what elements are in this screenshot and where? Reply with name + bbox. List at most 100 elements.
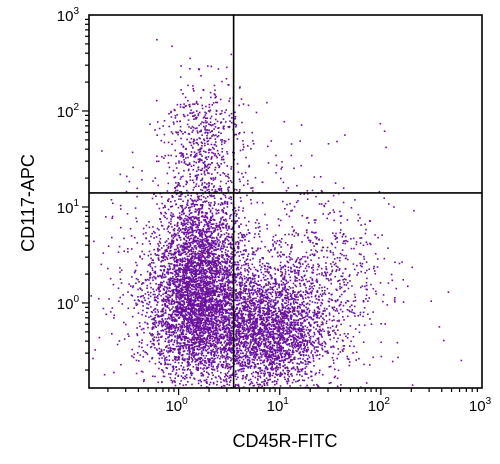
data-point [284, 271, 287, 273]
data-point [206, 371, 208, 373]
data-point [208, 300, 211, 302]
data-point [215, 291, 218, 293]
data-point [228, 319, 230, 322]
data-point [191, 383, 193, 386]
data-point [266, 358, 269, 360]
data-point [209, 280, 212, 283]
data-point [230, 342, 233, 344]
data-point [212, 309, 214, 312]
data-point [164, 300, 166, 302]
data-point [145, 315, 147, 317]
data-point [212, 253, 214, 256]
data-point [184, 264, 186, 266]
data-point [242, 296, 245, 298]
data-point [170, 319, 173, 322]
data-point [249, 382, 252, 385]
data-point [166, 296, 169, 299]
data-point [178, 306, 181, 309]
data-point [149, 282, 152, 285]
data-point [191, 333, 193, 336]
data-point [262, 318, 265, 320]
data-point [160, 330, 162, 332]
data-point [306, 302, 309, 305]
data-point [252, 293, 254, 296]
data-point [175, 290, 178, 292]
data-point [293, 340, 295, 343]
data-point [178, 312, 181, 315]
data-point [229, 333, 231, 335]
data-point [206, 248, 209, 251]
data-point [118, 300, 120, 302]
data-point [314, 351, 316, 354]
data-point [246, 358, 249, 361]
data-point [131, 348, 133, 351]
data-point [203, 337, 206, 339]
data-point [206, 300, 208, 302]
data-point [156, 340, 159, 342]
data-point [149, 272, 151, 274]
data-point [257, 280, 260, 282]
data-point [328, 366, 331, 368]
data-point [290, 330, 293, 333]
data-point [264, 353, 266, 356]
data-point [152, 318, 155, 321]
data-point [152, 327, 155, 329]
data-point [279, 385, 282, 387]
data-point [221, 243, 224, 245]
data-point [239, 324, 241, 327]
data-point [199, 286, 202, 288]
data-point [294, 344, 297, 346]
data-point [147, 326, 149, 329]
data-point [170, 272, 173, 274]
data-point [293, 344, 295, 346]
data-point [217, 286, 219, 289]
data-point [217, 284, 219, 287]
data-point [176, 359, 178, 361]
data-point [243, 287, 245, 289]
data-point [190, 283, 192, 286]
data-point [292, 347, 295, 349]
data-point [203, 329, 205, 332]
data-point [226, 288, 229, 291]
data-point [214, 332, 216, 335]
data-point [282, 327, 285, 330]
data-point [213, 343, 215, 345]
data-point [287, 281, 289, 284]
data-point [266, 327, 268, 330]
data-point [316, 324, 319, 326]
data-point [193, 351, 196, 354]
data-point [226, 383, 229, 386]
data-point [168, 326, 170, 329]
data-point [176, 342, 178, 345]
data-point [158, 347, 161, 350]
data-point [268, 374, 270, 376]
data-point [236, 347, 238, 349]
data-point [280, 335, 282, 337]
data-point [208, 337, 211, 339]
data-point [151, 269, 154, 271]
data-point [190, 273, 192, 276]
data-point [198, 345, 200, 347]
data-point [255, 327, 257, 329]
data-point [221, 300, 224, 303]
data-point [222, 337, 224, 340]
data-point [166, 318, 169, 320]
data-point [314, 301, 316, 304]
data-point [265, 334, 267, 336]
data-point [215, 249, 217, 252]
data-point [251, 263, 254, 266]
data-point [187, 321, 189, 324]
data-point [242, 301, 244, 304]
data-point [312, 357, 315, 360]
data-point [300, 368, 302, 371]
data-point [170, 295, 173, 297]
data-point [206, 310, 209, 312]
data-point [292, 309, 295, 312]
data-point [234, 310, 236, 312]
data-point [184, 358, 186, 360]
data-point [179, 287, 182, 290]
data-point [271, 295, 274, 298]
data-point [200, 313, 202, 316]
data-point [154, 272, 157, 275]
data-point [231, 320, 233, 323]
